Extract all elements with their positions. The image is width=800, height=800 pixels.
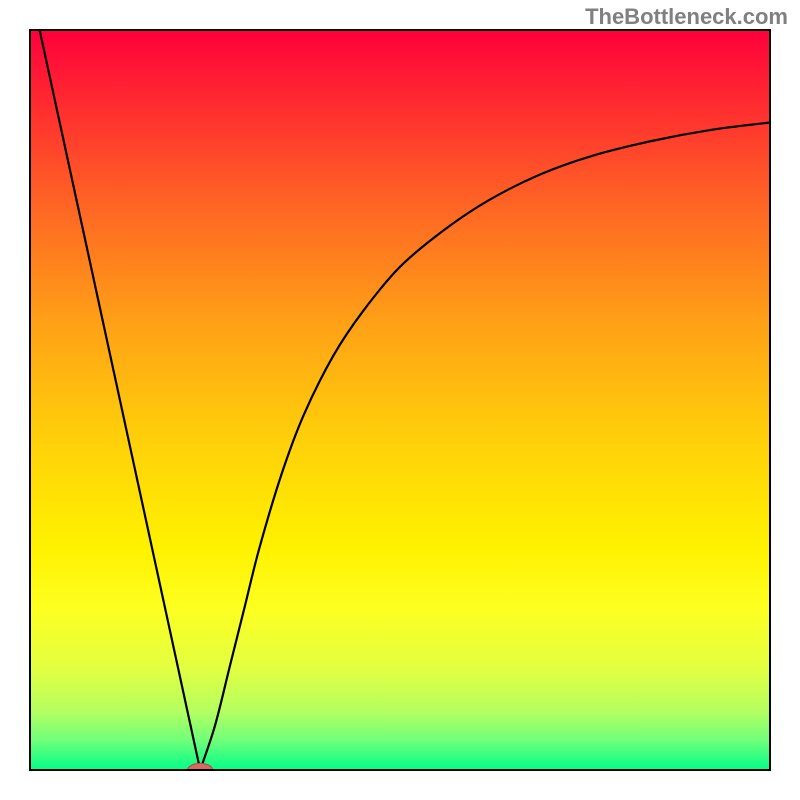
bottleneck-chart xyxy=(0,0,800,800)
chart-container: TheBottleneck.com xyxy=(0,0,800,800)
plot-background-gradient xyxy=(30,30,770,770)
